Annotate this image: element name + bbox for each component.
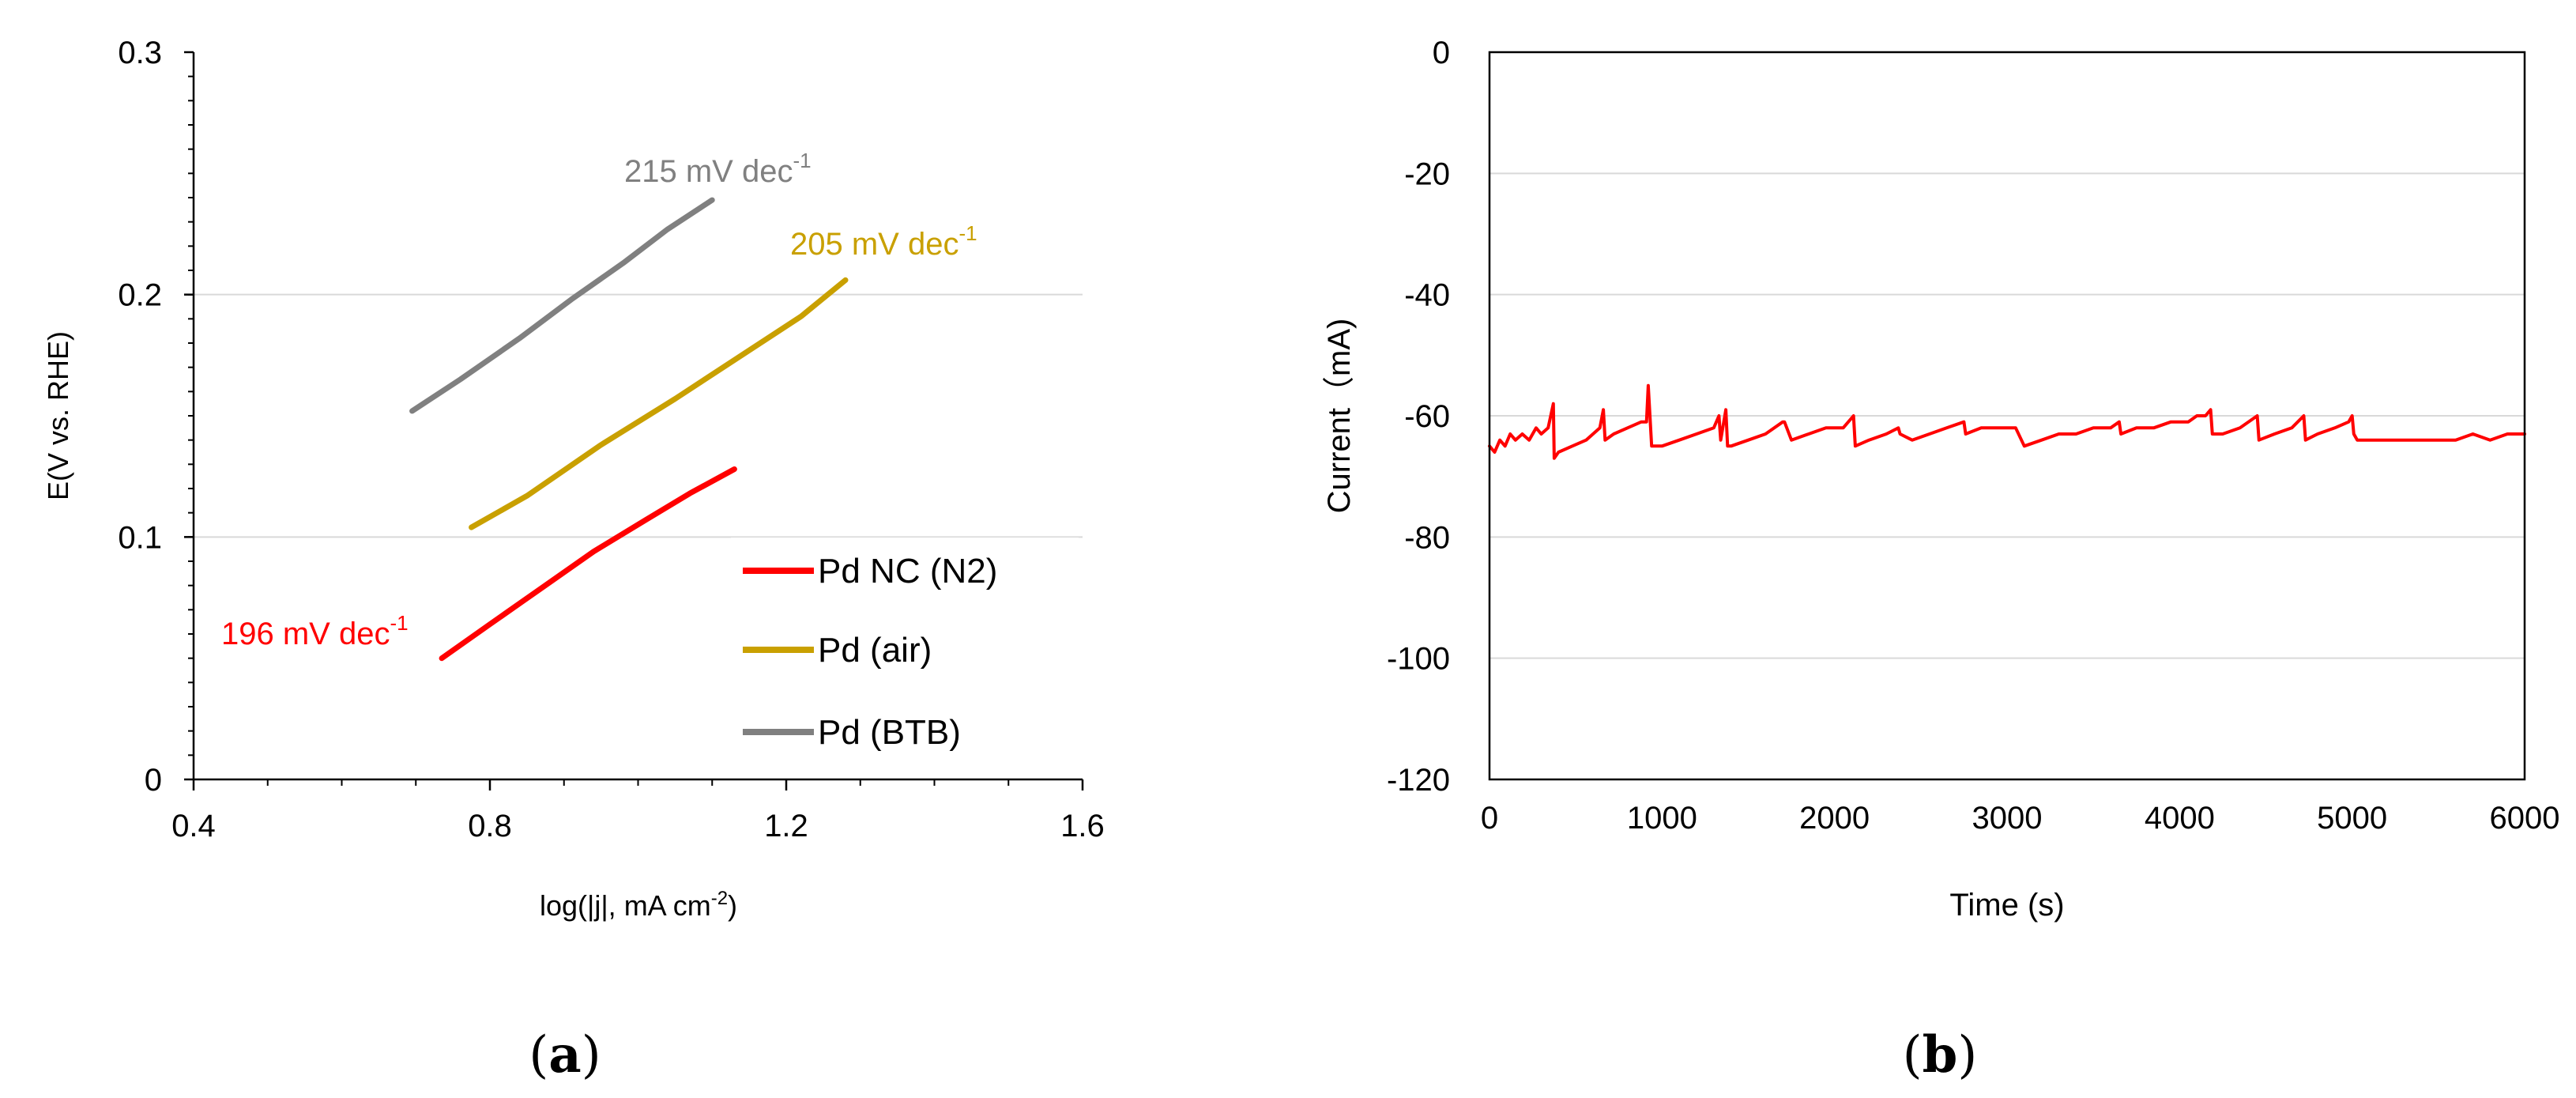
- panel-a-x-axis-label: log(|j|, mA cm-2): [540, 888, 737, 922]
- x-tick-label: 3000: [1972, 801, 2043, 836]
- panel-b-series: [1488, 383, 2526, 460]
- panel-b-y-tick-labels: 0 -20 -40 -60 -80 -100 -120: [1387, 36, 1450, 798]
- legend-item-btb: Pd (BTB): [743, 713, 961, 752]
- legend-item-n2: Pd NC (N2): [743, 552, 997, 591]
- panel-b-y-axis-label: Current（mA): [1322, 319, 1357, 514]
- panel-b: 0 -20 -40 -60 -80 -100 -120 0 1000 2000 3000 4000 5…: [1322, 36, 2559, 1085]
- panel-a-ticks: [184, 51, 1084, 790]
- panel-a: 0 0.1 0.2 0.3 0.4 0.8 1.2 1.6 215 mV dec-1 205…: [42, 36, 1105, 1085]
- x-tick-label: 0: [1481, 801, 1498, 836]
- legend-item-air: Pd (air): [743, 631, 932, 670]
- panel-b-x-tick-labels: 0 1000 2000 3000 4000 5000 6000: [1481, 801, 2560, 836]
- y-tick-label: 0: [1433, 36, 1450, 70]
- panel-b-label: (b): [1903, 1025, 1978, 1085]
- y-tick-label: -100: [1387, 642, 1450, 677]
- series-line-pd-btb: [409, 197, 715, 414]
- x-tick-label: 1.2: [764, 809, 808, 843]
- legend-label-air: Pd (air): [818, 631, 932, 670]
- y-tick-label: 0.2: [118, 278, 162, 313]
- x-tick-label: 0.8: [468, 809, 512, 843]
- x-tick-label: 4000: [2145, 801, 2215, 836]
- legend-label-n2: Pd NC (N2): [818, 552, 997, 591]
- series-line-current: [1488, 383, 2526, 460]
- annotation-btb-slope: 215 mV dec-1: [624, 149, 812, 189]
- y-tick-label: -120: [1387, 763, 1450, 798]
- panel-a-gridlines: [194, 293, 1083, 538]
- y-tick-label: -60: [1404, 399, 1450, 434]
- panel-a-legend: Pd NC (N2) Pd (air) Pd (BTB): [731, 538, 1079, 775]
- series-line-pd-nc-n2: [439, 466, 737, 662]
- x-tick-label: 1000: [1627, 801, 1697, 836]
- panel-a-series: [409, 197, 849, 662]
- x-tick-label: 0.4: [171, 809, 216, 843]
- panel-a-y-tick-labels: 0 0.1 0.2 0.3: [118, 36, 162, 798]
- annotation-air-slope: 205 mV dec-1: [790, 221, 977, 262]
- annotation-n2-slope: 196 mV dec-1: [221, 611, 409, 651]
- y-tick-label: -40: [1404, 278, 1450, 313]
- y-tick-label: 0.1: [118, 520, 162, 555]
- panel-a-label: (a): [529, 1025, 601, 1085]
- y-tick-label: -20: [1404, 157, 1450, 191]
- x-tick-label: 2000: [1799, 801, 1870, 836]
- panel-a-y-axis-label: E(V vs. RHE): [42, 331, 74, 500]
- y-tick-label: 0.3: [118, 36, 162, 70]
- x-tick-label: 6000: [2490, 801, 2560, 836]
- y-tick-label: -80: [1404, 520, 1450, 555]
- y-tick-label: 0: [145, 763, 162, 798]
- legend-label-btb: Pd (BTB): [818, 713, 961, 752]
- x-tick-label: 1.6: [1060, 809, 1105, 843]
- panel-b-frame: [1488, 51, 2526, 781]
- panel-b-x-axis-label: Time (s): [1949, 888, 2064, 923]
- panel-a-x-tick-labels: 0.4 0.8 1.2 1.6: [171, 809, 1105, 843]
- x-tick-label: 5000: [2317, 801, 2387, 836]
- series-line-pd-air: [469, 277, 849, 530]
